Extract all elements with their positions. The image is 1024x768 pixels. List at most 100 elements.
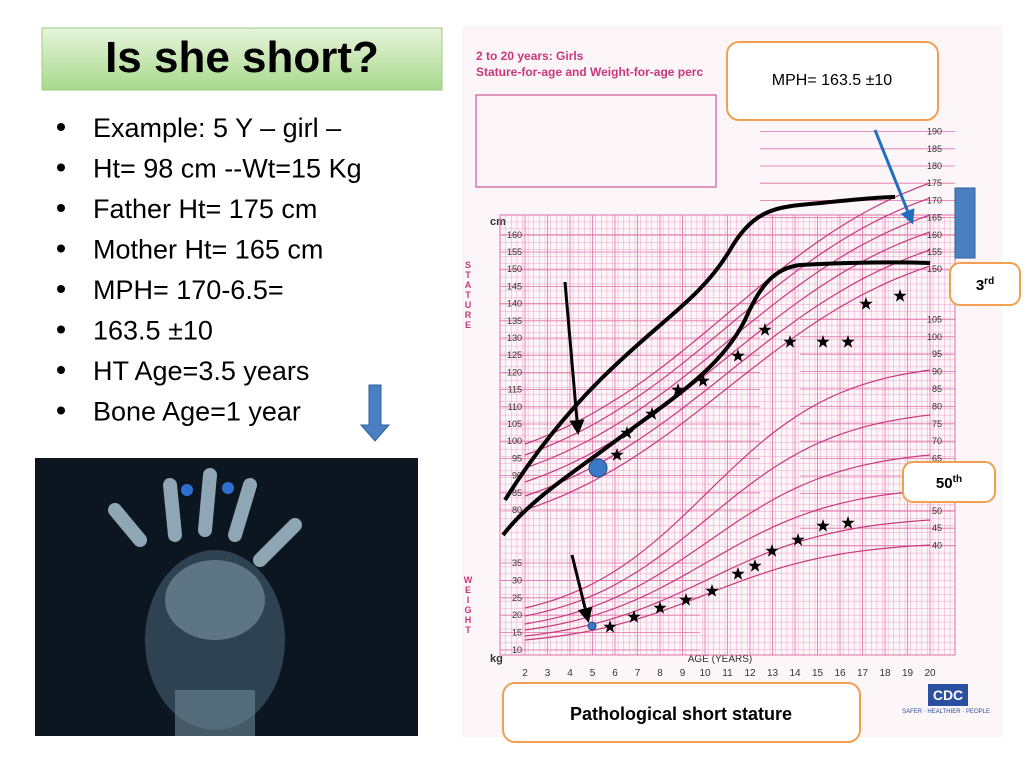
age-tick-label: 14: [789, 668, 801, 679]
age-tick-label: 13: [767, 668, 779, 679]
stature-side-label: STATURE: [463, 260, 473, 330]
stature-tick-label: 130: [507, 333, 522, 343]
p50-suffix: th: [953, 474, 962, 485]
stature-tick-label: 115: [508, 385, 522, 395]
stature-tick-label: 160: [507, 230, 522, 240]
growth-chart: 2 to 20 years: Girls Stature-for-age and…: [462, 25, 1002, 737]
plot-star: [627, 610, 641, 623]
stature-curve: [524, 265, 931, 511]
plot-star: [791, 533, 805, 546]
plot-star: [603, 620, 617, 633]
plot-star: [696, 374, 710, 387]
stature-tick-label: 150: [507, 264, 522, 274]
stature-tick-label: 165: [927, 213, 942, 223]
stature-tick-label: 110: [508, 402, 522, 412]
p3-box: [949, 262, 1021, 306]
bullet-list: Example: 5 Y – girl – Ht= 98 cm --Wt=15 K…: [57, 113, 362, 427]
stature-tick-label: 155: [927, 247, 942, 257]
stature-curve: [524, 182, 931, 445]
bullet-text: Father Ht= 175 cm: [93, 194, 317, 224]
plot-star: [816, 519, 830, 532]
plot-star: [645, 407, 659, 420]
weight-tick-label: 35: [512, 558, 522, 568]
plot-star: [758, 323, 772, 336]
stature-tick-label: 145: [507, 281, 522, 291]
plot-star: [765, 544, 779, 557]
age-tick-label: 11: [722, 668, 733, 679]
age-tick-label: 5: [590, 668, 596, 679]
height-point: [588, 458, 608, 478]
p3-callout: 3rd: [976, 276, 994, 294]
stature-tick-label: 85: [512, 488, 522, 498]
logo-box: [928, 684, 968, 706]
stature-tick-label: 135: [507, 316, 522, 326]
p50-number: 50: [936, 475, 953, 492]
stature-tick-label: 185: [927, 144, 942, 154]
plot-star: [748, 559, 762, 572]
stature-curve: [524, 197, 931, 456]
weight-tick-label: 15: [512, 628, 522, 638]
stature-tick-label: 125: [507, 350, 522, 360]
weight-tick-label: 105: [927, 314, 942, 324]
bullet-dot: [57, 123, 65, 131]
weight-tick-label: 50: [932, 506, 942, 516]
stature-tick-label: 105: [507, 419, 522, 429]
weight-tick-label: 65: [932, 454, 942, 464]
age-tick-label: 6: [612, 668, 618, 679]
p3-number: 3: [976, 277, 984, 294]
weight-tick-label: 80: [932, 401, 942, 411]
stature-tick-label: 175: [927, 178, 942, 188]
x-axis-label: AGE (YEARS): [688, 654, 752, 665]
weight-tick-label: 10: [512, 645, 522, 655]
stature-tick-label: 120: [507, 367, 522, 377]
xray-image: [35, 458, 418, 736]
age-tick-label: 10: [699, 668, 711, 679]
bullet-text: Example: 5 Y – girl –: [93, 113, 341, 143]
plot-star: [620, 426, 634, 439]
stature-tick-label: 180: [927, 161, 942, 171]
plot-star: [841, 516, 855, 529]
age-tick-label: 9: [680, 668, 686, 679]
age-tick-label: 3: [545, 668, 551, 679]
weight-tick-label: 75: [932, 419, 942, 429]
stature-tick-label: 140: [507, 299, 522, 309]
bullet-dot: [57, 366, 65, 374]
age-tick-label: 19: [902, 668, 914, 679]
bullet-dot: [57, 285, 65, 293]
plot-star: [816, 335, 830, 348]
plot-star: [783, 335, 797, 348]
bullet-text: HT Age=3.5 years: [93, 356, 309, 386]
conclusion: Pathological short stature: [570, 704, 792, 724]
age-tick-label: 20: [924, 668, 936, 679]
lower-range-curve: [501, 260, 931, 537]
weight-tick-label: 30: [512, 575, 522, 585]
conclusion-box: [502, 682, 861, 743]
weight-curve: [524, 454, 931, 625]
plot-star: [671, 383, 685, 396]
weight-tick-label: 95: [932, 349, 942, 359]
p3-suffix: rd: [984, 276, 994, 287]
mph-arrow: [873, 129, 915, 225]
weight-tick-label: 25: [512, 593, 522, 603]
plot-star: [705, 584, 719, 597]
stature-tick-label: 155: [507, 247, 522, 257]
age-tick-label: 8: [657, 668, 663, 679]
weight-tick-label: 40: [932, 541, 942, 551]
stature-tick-label: 190: [927, 127, 942, 137]
chart-subheading: Stature-for-age and Weight-for-age perc: [476, 65, 703, 79]
bullet-dot: [57, 325, 65, 334]
weight-tick-label: 20: [512, 610, 522, 620]
stature-unit: cm: [490, 216, 506, 228]
weight-curve: [524, 369, 931, 609]
plot-star: [731, 349, 745, 362]
bullet-dot: [57, 204, 65, 212]
target-range-bar: [954, 187, 976, 259]
weight-curve: [524, 489, 931, 631]
bullet-text: Bone Age=1 year: [93, 397, 301, 427]
bullet-text: Mother Ht= 165 cm: [93, 235, 323, 265]
p50-box: [902, 461, 996, 503]
weight-tick-label: 85: [932, 384, 942, 394]
title: Is she short?: [105, 33, 379, 82]
